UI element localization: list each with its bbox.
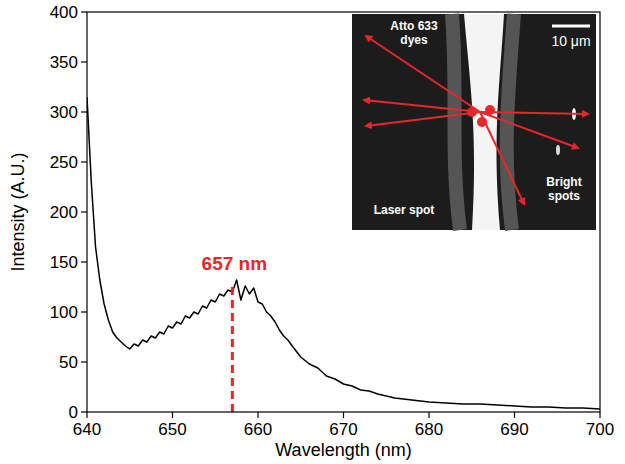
x-tick [428,412,429,418]
inset-edge [452,14,460,230]
inset-background [352,14,596,230]
x-tick-label: 660 [244,420,272,439]
y-tick-label: 150 [50,253,78,272]
y-tick-label: 350 [50,53,78,72]
y-tick [81,311,87,312]
inset-label-line: dyes [400,33,428,47]
y-tick-label: 0 [69,403,78,422]
y-tick-label: 400 [50,3,78,22]
emission-arrow [480,112,578,148]
x-tick [599,412,600,418]
y-tick [81,261,87,262]
inset: Atto 633dyes Laser spot Brightspots 10 μm [352,14,596,230]
laser-spot-band [464,14,504,230]
y-tick [81,161,87,162]
x-tick [514,412,515,418]
inset-label: Brightspots [546,175,581,203]
emission-arrow [366,36,480,112]
y-tick-label: 300 [50,103,78,122]
scale-bar-label: 10 μm [551,33,590,49]
y-tick [81,411,87,412]
y-tick-label: 100 [50,303,78,322]
emission-arrow [366,112,480,126]
x-tick-label: 650 [158,420,186,439]
inset-label-line: spots [548,189,580,203]
bright-spot [556,145,560,155]
x-tick-label: 670 [329,420,357,439]
y-tick [81,211,87,212]
inset-label-line: Bright [546,175,581,189]
x-tick-label: 640 [73,420,101,439]
x-tick [86,412,87,418]
y-tick [81,61,87,62]
y-tick [81,111,87,112]
y-tick-label: 200 [50,203,78,222]
x-tick [257,412,258,418]
x-tick [343,412,344,418]
y-axis-title: Intensity (A.U.) [8,152,28,271]
peak-marker [231,282,234,412]
chart: 640 650 660 670 680 690 700 0 50 100 150 200 250 300 3… [0,0,625,464]
inset-label: Atto 633dyes [390,19,438,47]
peak-label: 657 nm [202,253,267,274]
x-tick-label: 700 [586,420,614,439]
y-tick [81,361,87,362]
dye-dot [485,105,495,115]
scale-bar [552,25,590,28]
y-tick-label: 250 [50,153,78,172]
inset-label-line: Laser spot [374,203,435,217]
y-tick [81,11,87,12]
dye-dot [467,107,477,117]
inset-label-line: Atto 633 [390,19,438,33]
plot-frame [87,12,600,412]
x-tick [172,412,173,418]
y-tick-label: 50 [59,353,78,372]
x-axis-title: Wavelength (nm) [275,440,411,460]
emission-arrow [364,100,480,112]
inset-label: Laser spot [374,203,435,217]
dye-dot [477,117,487,127]
x-tick-label: 680 [415,420,443,439]
emission-arrow [480,112,588,114]
x-tick-label: 690 [500,420,528,439]
